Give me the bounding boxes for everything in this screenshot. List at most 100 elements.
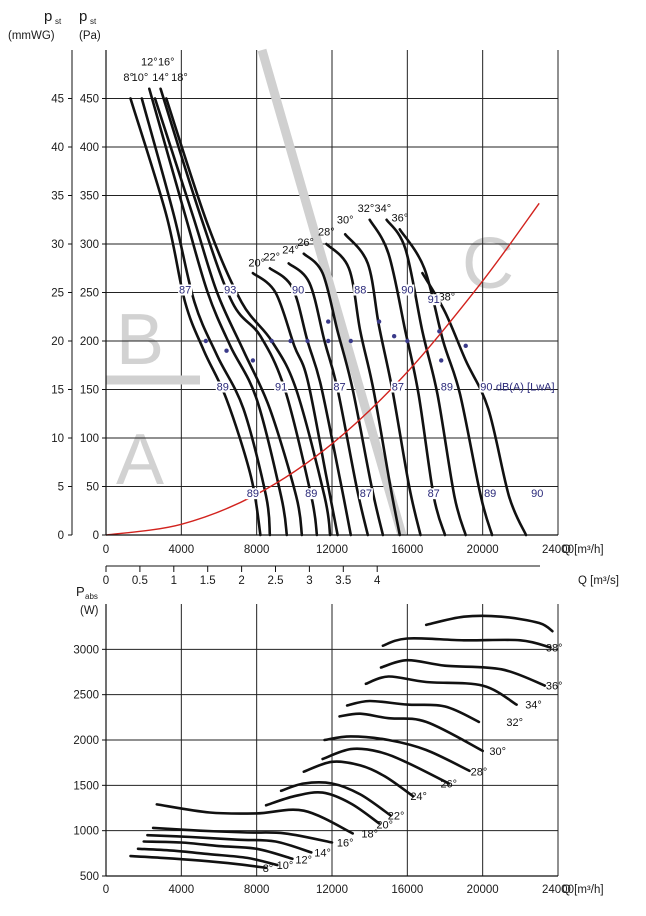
power-curve-16 (151, 826, 334, 844)
power-angle-label: 22° (388, 810, 405, 822)
power-angle-label: 36° (546, 681, 563, 693)
x2-tick-label: 2 (238, 575, 244, 587)
pressure-angle-label: 8° (123, 72, 134, 84)
power-angle-label: 8° (263, 863, 274, 875)
x2-tick-label: 1 (171, 575, 177, 587)
x-tick-label: 16000 (391, 884, 423, 896)
db-label-bg (479, 381, 494, 393)
y-mm-tick-label: 5 (58, 482, 64, 494)
pst-sub-left: st (55, 17, 62, 26)
x2-tick-label: 3.5 (335, 575, 351, 587)
pressure-angle-label: 16° (158, 57, 175, 69)
x-tick-label: 4000 (169, 544, 195, 556)
x-tick-label: 0 (103, 884, 109, 896)
y-tick-label: 2000 (73, 735, 99, 747)
db-label-bg (426, 294, 441, 306)
y-tick-label: 2500 (73, 690, 99, 702)
top-right-axis-header: p st (Pa) (79, 8, 101, 42)
power-angle-label: 14° (314, 847, 331, 859)
x-tick-label: 12000 (316, 884, 348, 896)
power-curve-24 (302, 760, 415, 798)
db-label-bg (483, 488, 498, 500)
db-level-label: 87 (392, 382, 404, 394)
pressure-curve-8 (129, 97, 262, 537)
db-level-label: 90 (531, 488, 543, 500)
pressure-curves (129, 87, 528, 537)
db-level-label: 93 (224, 285, 236, 297)
pressure-curve-14 (153, 97, 304, 537)
pressure-curve-36 (398, 228, 494, 537)
y-pa-tick-label: 350 (80, 191, 99, 203)
y-pa-tick-label: 200 (80, 336, 99, 348)
db-level-label: 89 (217, 382, 229, 394)
top-left-axis-header: p st (mmWG) (8, 8, 62, 42)
db-level-label: 87 (360, 488, 372, 500)
pressure-angle-label: 20° (248, 257, 265, 269)
db-level-label: 91 (428, 294, 440, 306)
db-label-bg (426, 488, 441, 500)
power-curves (129, 614, 554, 870)
pressure-curve-34 (385, 218, 467, 537)
db-level-label: 88 (354, 285, 366, 297)
operating-point-dot (305, 338, 310, 344)
x-tick-label: 8000 (244, 544, 270, 556)
db-label-bg (178, 284, 193, 296)
pst-symbol-right: p (79, 8, 87, 25)
power-curve-20 (264, 791, 381, 825)
operating-point-dot (439, 358, 444, 363)
pst-sub-right: st (90, 17, 97, 26)
power-angle-label: 28° (471, 767, 488, 779)
x-tick-label: 4000 (169, 884, 195, 896)
power-curve-8 (129, 854, 268, 870)
db-level-label: 89 (484, 488, 496, 500)
power-angle-label: 26° (440, 779, 457, 791)
y-mm-tick-label: 0 (58, 530, 64, 542)
db-label-bg (400, 284, 415, 296)
y-mm-tick-label: 30 (51, 239, 64, 251)
pressure-curve-12 (148, 87, 289, 537)
power-curve-34 (364, 675, 518, 706)
y-mm-tick-label: 15 (51, 385, 64, 397)
x2-tick-label: 4 (374, 575, 381, 587)
pressure-angle-label: 14° (152, 72, 169, 84)
operating-point-dot (326, 319, 331, 324)
power-curve-10 (136, 847, 279, 867)
pressure-angle-label: 22° (263, 251, 280, 263)
db-label-bg (530, 488, 545, 500)
db-label-bg (274, 381, 289, 393)
x2-tick-label: 3 (306, 575, 312, 587)
x-tick-label: 16000 (391, 544, 423, 556)
pressure-angle-label: 32° (358, 203, 375, 215)
pressure-angle-label: 36° (391, 213, 408, 225)
db-level-label: 87 (179, 285, 191, 297)
db-unit-label: dB(A) [LwA] (496, 382, 555, 394)
x2-tick-label: 1.5 (200, 575, 216, 587)
y-tick-label: 500 (80, 871, 99, 883)
operating-point-dot (326, 338, 331, 344)
x-tick-label: 0 (103, 544, 109, 556)
power-curve-38 (381, 636, 552, 649)
power-angle-label: 30° (489, 746, 506, 758)
pressure-angle-label: 30° (337, 215, 354, 227)
db-label-bg (390, 381, 405, 393)
y-mm-tick-label: 45 (51, 94, 64, 106)
x2-tick-label: 0.5 (132, 575, 148, 587)
db-level-label: 91 (275, 382, 287, 394)
region-divider-bands (106, 48, 407, 537)
pressure-curve-10 (140, 97, 272, 537)
pressure-angle-label: 34° (375, 203, 392, 215)
region-divider-diagonal (257, 48, 407, 537)
x-tick-label: 20000 (467, 544, 499, 556)
bottom-plot-grid (106, 604, 559, 876)
y-mm-tick-label: 25 (51, 288, 64, 300)
x-axis-label: Q [m³/h] (562, 544, 604, 556)
db-level-label: 89 (247, 488, 259, 500)
operating-point-dot (348, 338, 354, 344)
power-curve-28 (323, 735, 471, 773)
x-tick-label: 8000 (244, 884, 270, 896)
watt-unit: (W) (80, 605, 99, 617)
y-mm-tick-label: 40 (51, 142, 64, 154)
